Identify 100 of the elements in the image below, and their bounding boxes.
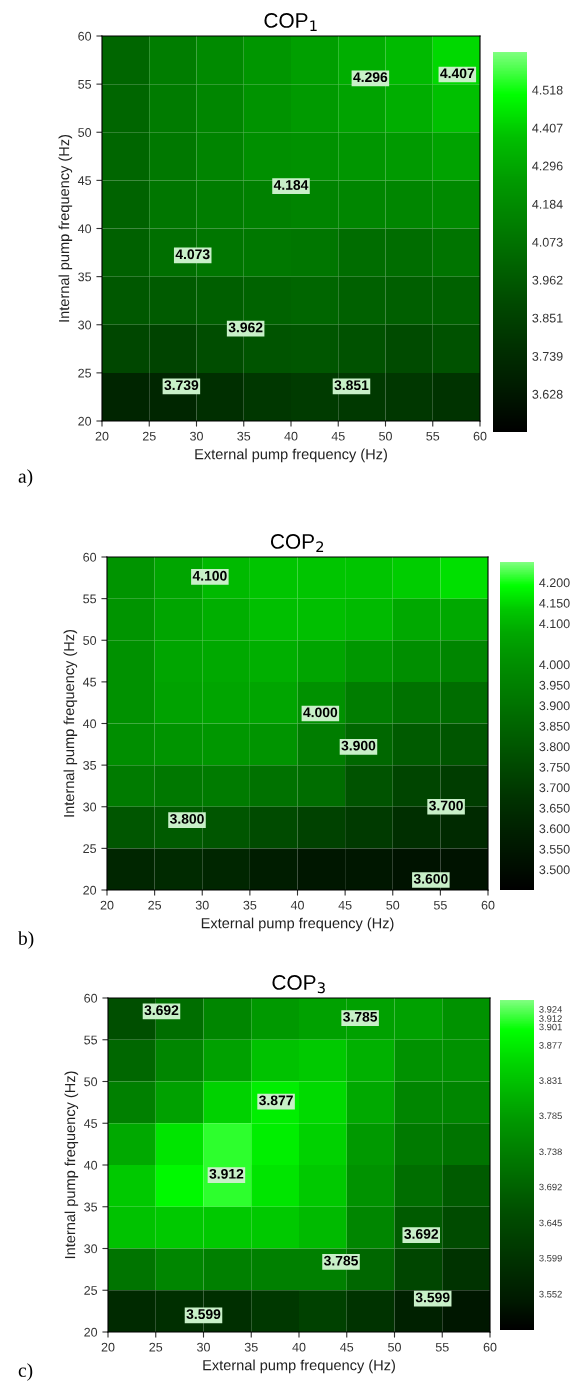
color-bar-label: 4.200 <box>539 578 570 588</box>
annotation: 3.877 <box>259 1095 293 1106</box>
x-axis-title: External pump frequency (Hz) <box>203 1359 395 1374</box>
annotation: 3.851 <box>334 380 369 391</box>
x-tick-label: 30 <box>190 431 203 441</box>
color-bar-label: 3.628 <box>532 389 563 399</box>
y-tick-label: 55 <box>78 80 92 89</box>
y-tick-label: 20 <box>78 416 92 426</box>
color-bar-label: 3.912 <box>539 1015 562 1022</box>
x-tick-label: 50 <box>388 1342 401 1352</box>
y-tick-label: 25 <box>83 844 97 854</box>
annotation: 4.073 <box>175 249 210 260</box>
color-bar-label: 3.738 <box>539 1148 562 1156</box>
chart-title: COP$_{2}$ <box>270 534 324 553</box>
annotation: 3.962 <box>228 322 263 333</box>
x-tick-label: 40 <box>292 1342 306 1352</box>
color-bar-label: 3.552 <box>539 1290 562 1298</box>
x-tick-label: 50 <box>386 900 400 910</box>
x-tick-label: 30 <box>197 1342 210 1352</box>
color-bar-label: 3.600 <box>539 824 570 834</box>
annotation: 3.599 <box>415 1292 450 1303</box>
x-axis-title: External pump frequency (Hz) <box>201 917 394 932</box>
annotation: 3.785 <box>323 1255 359 1266</box>
y-tick-label: 50 <box>83 636 97 645</box>
y-tick-label: 50 <box>84 1077 98 1087</box>
x-tick-label: 40 <box>290 900 304 910</box>
x-tick-label: 35 <box>243 900 257 910</box>
y-tick-label: 40 <box>77 224 92 234</box>
annotation: 3.785 <box>343 1011 378 1022</box>
color-bar-label: 4.100 <box>539 619 570 629</box>
y-tick-label: 60 <box>78 31 92 41</box>
annotation: 3.912 <box>209 1168 244 1179</box>
color-bar-label: 3.739 <box>532 351 563 361</box>
y-tick-label: 35 <box>84 1202 98 1212</box>
x-tick-label: 45 <box>338 900 352 910</box>
annotation: 4.296 <box>353 72 388 83</box>
y-tick-label: 35 <box>78 272 92 282</box>
color-bar-label: 3.950 <box>539 680 570 690</box>
text: a) <box>18 469 33 487</box>
annotation: 3.599 <box>186 1309 221 1320</box>
x-tick-label: 35 <box>237 431 251 441</box>
x-tick-label: 40 <box>284 431 298 441</box>
annotation: 3.800 <box>169 813 204 824</box>
y-tick-label: 60 <box>84 993 98 1003</box>
color-bar-label: 3.877 <box>539 1042 562 1049</box>
y-tick-label: 45 <box>82 677 97 687</box>
color-bar-label: 3.900 <box>539 701 570 711</box>
x-tick-label: 55 <box>426 431 440 441</box>
x-tick-label: 25 <box>149 1342 163 1352</box>
x-tick-label: 35 <box>244 1342 258 1352</box>
color-bar-label: 4.296 <box>532 161 563 171</box>
y-tick-label: 25 <box>84 1286 98 1295</box>
color-bar-label: 3.550 <box>539 844 570 854</box>
color-bar-label: 3.924 <box>539 1006 563 1013</box>
x-tick-label: 20 <box>101 1342 115 1352</box>
color-bar-label: 4.150 <box>539 598 570 608</box>
annotation: 4.000 <box>303 707 338 718</box>
x-axis-title: External pump frequency (Hz) <box>195 448 387 463</box>
y-tick-label: 40 <box>83 1160 98 1170</box>
y-axis-title: Internal pump frequency (Hz) <box>58 134 73 322</box>
color-bar-label: 3.850 <box>539 721 570 731</box>
y-axis-title: Internal pump frequency (Hz) <box>64 1071 79 1259</box>
color-bar-label: 3.650 <box>539 803 570 813</box>
y-tick-label: 30 <box>84 1244 98 1254</box>
color-bar-label: 3.500 <box>539 865 570 875</box>
color-bar-label: 4.073 <box>532 237 563 247</box>
y-tick-label: 50 <box>78 128 92 137</box>
chart-title: COP$_{3}$ <box>272 975 325 994</box>
y-tick-label: 35 <box>83 760 97 770</box>
y-tick-label: 55 <box>83 594 97 604</box>
x-tick-label: 60 <box>483 1342 497 1352</box>
annotation: 3.692 <box>404 1229 439 1239</box>
x-tick-label: 45 <box>331 431 345 441</box>
x-tick-label: 55 <box>435 1342 449 1352</box>
x-tick-label: 55 <box>433 900 447 910</box>
annotation: 3.900 <box>341 740 376 751</box>
color-bar-label: 3.692 <box>539 1183 562 1191</box>
color-bar-label: 4.518 <box>532 85 563 95</box>
text: c) <box>18 1363 33 1381</box>
color-bar-label: 3.962 <box>532 275 563 285</box>
annotation: 3.700 <box>429 800 463 811</box>
y-tick-label: 30 <box>78 320 92 330</box>
x-tick-label: 20 <box>95 431 109 441</box>
y-tick-label: 20 <box>84 1327 98 1337</box>
color-bar-label: 3.800 <box>539 742 570 752</box>
y-tick-label: 25 <box>78 368 92 378</box>
color-bar-label: 4.407 <box>532 123 563 133</box>
x-tick-label: 25 <box>148 900 162 910</box>
annotation: 3.692 <box>144 1005 179 1016</box>
color-bar-label: 3.831 <box>539 1077 562 1084</box>
annotation: 4.100 <box>192 570 227 581</box>
annotation: 3.600 <box>413 873 448 884</box>
color-bar-label: 4.000 <box>539 660 570 670</box>
y-tick-label: 20 <box>83 885 97 895</box>
annotation: 3.739 <box>164 380 199 391</box>
y-tick-label: 45 <box>77 176 92 186</box>
color-bar-label: 3.700 <box>539 783 570 793</box>
color-bar-label: 3.599 <box>539 1254 562 1262</box>
y-tick-label: 30 <box>83 802 97 812</box>
x-tick-label: 60 <box>473 431 487 441</box>
